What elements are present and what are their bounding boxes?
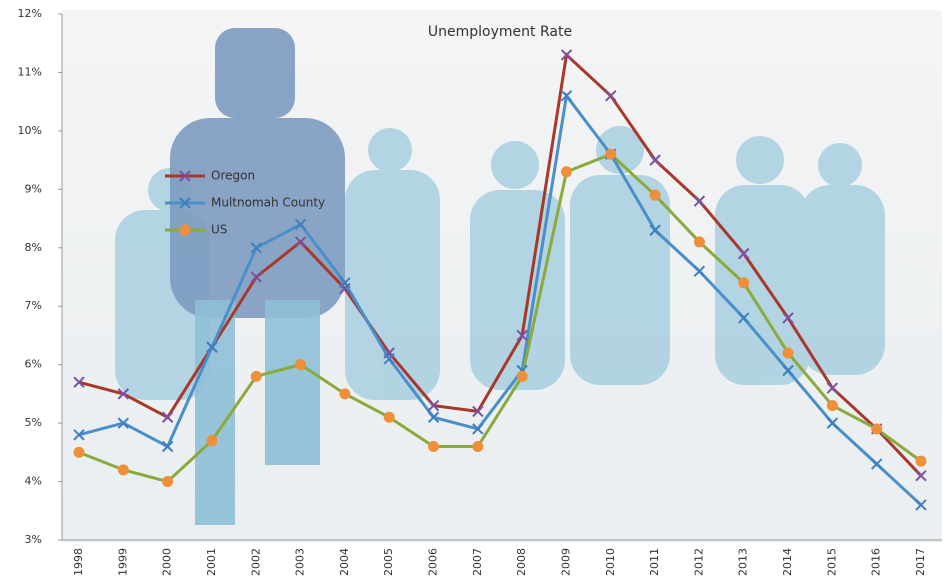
main-silhouette bbox=[170, 28, 345, 318]
data-point bbox=[472, 405, 484, 418]
data-point bbox=[782, 312, 794, 324]
x-tick-label: 2008 bbox=[515, 548, 528, 576]
y-tick-label: 3% bbox=[25, 533, 42, 546]
data-point bbox=[73, 446, 85, 458]
legend-label: Oregon bbox=[211, 169, 255, 183]
y-tick-label: 12% bbox=[18, 7, 42, 20]
data-point bbox=[516, 370, 528, 382]
data-point bbox=[782, 364, 794, 377]
x-tick-label: 2013 bbox=[737, 548, 750, 576]
data-point bbox=[649, 154, 661, 166]
data-point bbox=[294, 218, 307, 231]
data-point bbox=[117, 388, 130, 400]
data-point bbox=[826, 382, 839, 394]
data-point bbox=[73, 376, 85, 388]
chart-title: Unemployment Rate bbox=[428, 24, 572, 40]
main-silhouette-legs bbox=[195, 300, 320, 525]
data-point bbox=[162, 476, 174, 488]
data-point bbox=[73, 429, 85, 441]
x-tick-label: 2002 bbox=[249, 548, 262, 576]
data-point bbox=[693, 195, 706, 207]
legend-marker bbox=[179, 197, 191, 209]
data-point bbox=[516, 329, 528, 342]
x-tick-label: 2003 bbox=[294, 548, 307, 576]
legend-marker bbox=[179, 224, 191, 236]
data-point bbox=[250, 271, 262, 283]
x-tick-label: 2017 bbox=[914, 548, 927, 576]
y-tick-label: 7% bbox=[25, 299, 42, 312]
y-tick-label: 8% bbox=[25, 241, 42, 254]
data-point bbox=[915, 455, 927, 467]
x-tick-label: 2005 bbox=[382, 548, 395, 576]
data-point bbox=[915, 470, 927, 482]
x-tick-label: 2011 bbox=[648, 548, 661, 576]
x-tick-label: 2001 bbox=[205, 548, 218, 576]
data-point bbox=[649, 224, 661, 236]
x-tick-label: 2007 bbox=[471, 548, 484, 576]
legend-label: Multnomah County bbox=[211, 196, 325, 210]
x-tick-label: 2015 bbox=[825, 548, 838, 576]
data-point bbox=[383, 353, 395, 365]
x-tick-label: 2012 bbox=[692, 548, 705, 576]
x-tick-label: 2014 bbox=[781, 548, 794, 576]
x-tick-label: 2010 bbox=[604, 548, 617, 576]
y-tick-label: 10% bbox=[18, 124, 42, 137]
data-point bbox=[738, 277, 750, 289]
data-point bbox=[693, 265, 706, 277]
data-point bbox=[738, 247, 750, 260]
data-point bbox=[117, 464, 129, 476]
data-point bbox=[206, 341, 218, 353]
x-tick-label: 2006 bbox=[427, 548, 440, 576]
data-point bbox=[826, 417, 839, 429]
series-line bbox=[78, 152, 922, 484]
data-point bbox=[560, 90, 573, 102]
data-point bbox=[738, 312, 750, 324]
data-point bbox=[206, 435, 218, 447]
data-point bbox=[117, 417, 130, 429]
data-point bbox=[250, 370, 262, 382]
x-tick-label: 1999 bbox=[116, 548, 129, 576]
legend-label: US bbox=[211, 223, 227, 237]
x-tick-label: 2016 bbox=[870, 548, 883, 576]
y-tick-label: 5% bbox=[25, 416, 42, 429]
data-point bbox=[871, 423, 883, 435]
y-tick-label: 11% bbox=[18, 65, 42, 78]
data-point bbox=[339, 388, 351, 400]
data-point bbox=[870, 458, 883, 470]
data-point bbox=[560, 49, 573, 61]
data-point bbox=[428, 440, 440, 452]
data-point bbox=[161, 440, 174, 453]
data-point bbox=[161, 411, 174, 423]
x-tick-label: 2004 bbox=[338, 548, 351, 576]
data-point bbox=[339, 277, 351, 289]
data-point bbox=[250, 242, 262, 254]
data-point bbox=[427, 399, 440, 412]
data-point bbox=[605, 148, 617, 160]
data-point bbox=[826, 400, 838, 412]
data-point bbox=[472, 423, 484, 435]
data-point bbox=[383, 411, 395, 423]
data-point bbox=[427, 411, 440, 423]
x-tick-label: 2000 bbox=[161, 548, 174, 576]
data-point bbox=[782, 347, 794, 359]
x-tick-label: 1998 bbox=[72, 548, 85, 576]
data-point bbox=[472, 440, 484, 452]
legend-marker bbox=[179, 170, 191, 182]
data-point bbox=[649, 189, 661, 201]
series-line bbox=[78, 92, 923, 507]
series-line bbox=[78, 51, 923, 477]
y-tick-label: 9% bbox=[25, 182, 42, 195]
data-point bbox=[693, 236, 705, 248]
y-tick-label: 4% bbox=[25, 475, 42, 488]
data-point bbox=[294, 236, 307, 248]
data-point bbox=[560, 166, 572, 178]
x-tick-label: 2009 bbox=[559, 548, 572, 576]
data-point bbox=[915, 499, 927, 511]
data-point bbox=[295, 359, 307, 371]
y-tick-label: 6% bbox=[25, 358, 42, 371]
data-point bbox=[605, 90, 617, 102]
